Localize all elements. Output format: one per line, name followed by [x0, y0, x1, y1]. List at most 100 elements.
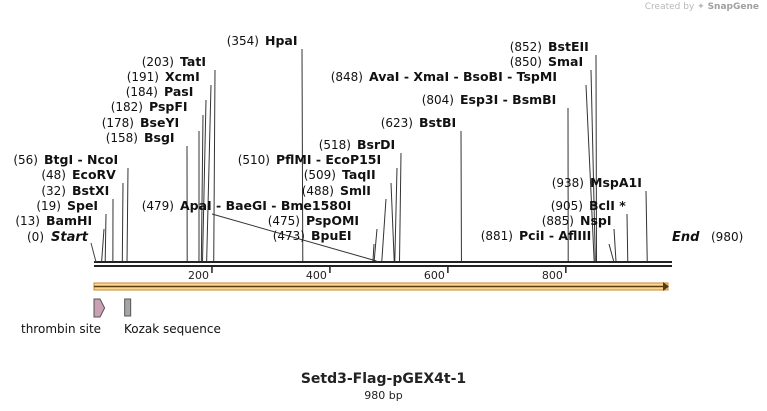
site-taqii-leader [390, 182, 395, 262]
site-bsrdi-enzyme: BsrDI [357, 137, 395, 152]
feature-thrombin-site-arrow [93, 298, 106, 318]
end-position: (980) [711, 230, 743, 244]
site-bamhi-enzyme: BamHI [46, 213, 92, 228]
site-bsrdi-label: BsrDI [357, 137, 395, 152]
site-bpuei-cut-position: (473) [273, 229, 305, 243]
site-smai-leader [590, 69, 596, 262]
site-pflmi-ecop15i-cut-position: (510) [238, 153, 270, 167]
site-spei-enzyme: SpeI [67, 198, 98, 213]
site-bsteii-leader [595, 54, 598, 262]
site-pcii-afliii-enzyme: PciI - AflIII [519, 228, 591, 243]
site-xcmi-leader [206, 84, 212, 262]
site-avai-xmai-bsobi-tspmi-label: AvaI - XmaI - BsoBI - TspMI [369, 69, 557, 84]
sequence-title: Setd3-Flag-pGEX4t-1 [300, 371, 467, 387]
tick-label-800: 800 [542, 269, 563, 282]
site-pcii-afliii-label: PciI - AflIII [519, 228, 591, 243]
site-avai-xmai-bsobi-tspmi-enzyme: AvaI - XmaI - BsoBI - TspMI [369, 69, 557, 84]
site-nspi-cut-position: (885) [542, 214, 574, 228]
site-smai-label: SmaI [548, 54, 583, 69]
site-bstxi-label: BstXI [72, 183, 109, 198]
site-bsgi-label: BsgI [144, 130, 175, 145]
site-xcmi-label: XcmI [165, 69, 200, 84]
site-apai-baegi-bme1580i-leader [211, 213, 377, 262]
orf-track-arrowhead [663, 282, 669, 291]
site-hpai-cut-position: (354) [227, 34, 259, 48]
start-name: Start [51, 230, 89, 245]
site-bseyi-label: BseYI [140, 115, 179, 130]
site-tati-leader [213, 69, 216, 262]
site-bsteii-label: BstEII [548, 39, 589, 54]
site-hpai-leader [301, 48, 304, 262]
site-bstbi-cut-position: (623) [381, 116, 413, 130]
site-esp3i-bsmbi-label: Esp3I - BsmBI [460, 92, 556, 107]
site-btgi-ncoi-label: BtgI - NcoI [44, 152, 118, 167]
site-bcli-label: BclI * [589, 198, 626, 213]
site-ecorv-cut-position: (48) [41, 168, 66, 182]
site-bpuei-leader [372, 243, 375, 262]
site-pasi-enzyme: PasI [164, 84, 193, 99]
feature-kozak-sequence-box [124, 298, 132, 317]
site-bpuei-label: BpuEI [311, 228, 352, 243]
site-bsrdi-cut-position: (518) [319, 138, 351, 152]
tick-label-600: 600 [424, 269, 445, 282]
site-pspfi-leader [200, 114, 204, 262]
site-apai-baegi-bme1580i-label: ApaI - BaeGI - Bme1580I [180, 198, 351, 213]
site-apai-baegi-bme1580i-cut-position: (479) [142, 199, 174, 213]
site-smli-cut-position: (488) [302, 184, 334, 198]
start-connector-line [90, 242, 97, 263]
site-bsteii-cut-position: (852) [510, 40, 542, 54]
site-pspfi-label: PspFI [149, 99, 188, 114]
site-bstbi-label: BstBI [419, 115, 456, 130]
site-pasi-leader [202, 99, 207, 262]
site-tati-cut-position: (203) [142, 55, 174, 69]
site-btgi-ncoi-cut-position: (56) [13, 153, 38, 167]
start-label: (0) Start [27, 230, 89, 245]
site-pspomi-label: PspOMI [306, 213, 359, 228]
site-pcii-afliii-cut-position: (881) [481, 229, 513, 243]
site-pspomi-enzyme: PspOMI [306, 213, 359, 228]
site-nspi-enzyme: NspI [580, 213, 612, 228]
site-smai-cut-position: (850) [510, 55, 542, 69]
site-smli-enzyme: SmlI [340, 183, 371, 198]
site-mspa1i-cut-position: (938) [552, 176, 584, 190]
site-hpai-enzyme: HpaI [265, 33, 298, 48]
site-taqii-label: TaqII [342, 167, 376, 182]
site-smli-label: SmlI [340, 183, 371, 198]
site-bcli-leader [626, 213, 629, 262]
site-smai-enzyme: SmaI [548, 54, 583, 69]
site-pspomi-leader [373, 228, 378, 262]
site-tati-label: TatI [180, 54, 206, 69]
site-bsgi-enzyme: BsgI [144, 130, 175, 145]
site-nspi-label: NspI [580, 213, 612, 228]
site-avai-xmai-bsobi-tspmi-cut-position: (848) [331, 70, 363, 84]
site-hpai-label: HpaI [265, 33, 298, 48]
site-mspa1i-leader [645, 190, 648, 262]
tick-label-400: 400 [306, 269, 327, 282]
site-bamhi-label: BamHI [46, 213, 92, 228]
site-pasi-cut-position: (184) [126, 85, 158, 99]
site-pcii-afliii-leader [608, 243, 615, 262]
site-spei-leader [104, 213, 107, 262]
site-pflmi-ecop15i-label: PflMI - EcoP15I [276, 152, 381, 167]
watermark-brand: SnapGene [707, 2, 759, 12]
site-bstbi-enzyme: BstBI [419, 115, 456, 130]
site-bamhi-cut-position: (13) [15, 214, 40, 228]
site-bseyi-cut-position: (178) [102, 116, 134, 130]
site-apai-baegi-bme1580i-enzyme: ApaI - BaeGI - Bme1580I [180, 198, 351, 213]
site-spei-label: SpeI [67, 198, 98, 213]
site-avai-xmai-bsobi-tspmi-leader [585, 84, 595, 262]
snapgene-watermark: Created by ✦ SnapGene [645, 2, 759, 12]
feature-label-thrombin-site: thrombin site [21, 322, 102, 336]
watermark-created-by: Created by [644, 2, 695, 12]
site-mspa1i-label: MspA1I [590, 175, 642, 190]
site-pflmi-ecop15i-enzyme: PflMI - EcoP15I [276, 152, 381, 167]
feature-label-kozak-sequence: Kozak sequence [124, 322, 221, 336]
site-spei-cut-position: (19) [36, 199, 61, 213]
site-bcli-cut-position: (905) [551, 199, 583, 213]
site-pspomi-cut-position: (475) [268, 214, 300, 228]
site-ecorv-enzyme: EcoRV [72, 167, 116, 182]
site-bsgi-cut-position: (158) [106, 131, 138, 145]
site-bcli-enzyme: BclI * [589, 198, 626, 213]
site-pspfi-cut-position: (182) [111, 100, 143, 114]
